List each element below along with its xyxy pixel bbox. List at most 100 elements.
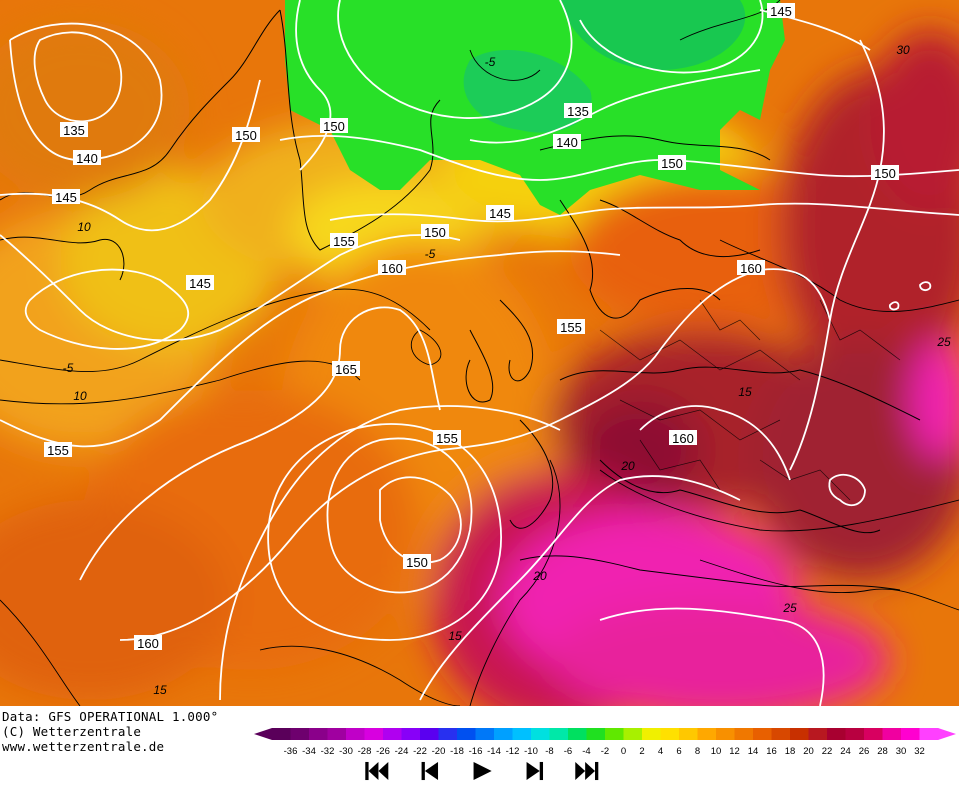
isohypse-label-box	[73, 150, 101, 165]
isohypse-label-box	[403, 554, 431, 569]
legend-tick-label: 20	[803, 746, 814, 756]
legend-swatch	[290, 728, 310, 740]
legend-tick-label: -14	[487, 746, 501, 756]
website-link[interactable]: www.wetterzentrale.de	[2, 739, 165, 754]
legend-swatch	[586, 728, 606, 740]
last-frame-button[interactable]	[572, 757, 602, 785]
isohypse-label: 155	[560, 320, 582, 335]
legend-swatch	[697, 728, 717, 740]
legend-tick-label: 8	[695, 746, 700, 756]
isohypse-label: 135	[567, 104, 589, 119]
isohypse-label-box	[60, 122, 88, 137]
legend-tick-label: -6	[564, 746, 572, 756]
isohypse-label: 145	[55, 190, 77, 205]
legend-swatch	[808, 728, 828, 740]
legend-swatch	[272, 728, 291, 740]
legend-tick-label: -24	[395, 746, 409, 756]
isohypse-label-box	[52, 189, 80, 204]
isohypse-label: 155	[436, 431, 458, 446]
animation-controls	[362, 756, 602, 786]
isotherm-label: -5	[425, 247, 436, 261]
isohypse-label-box	[320, 118, 348, 133]
legend-swatch	[827, 728, 846, 740]
isohypses	[0, 0, 959, 706]
isohypse-label: 150	[661, 156, 683, 171]
legend-swatch	[568, 728, 587, 740]
skip-forward-icon	[575, 761, 599, 781]
isohypse-label: 145	[189, 276, 211, 291]
legend-swatch	[475, 728, 495, 740]
legend-swatch	[790, 728, 809, 740]
isohypse-label: 150	[323, 119, 345, 134]
next-frame-button[interactable]	[520, 757, 550, 785]
borders	[599, 299, 901, 501]
legend-tick-label: 18	[785, 746, 796, 756]
legend-tick-label: -20	[432, 746, 446, 756]
isohypse-label: 155	[47, 443, 69, 458]
legend-tick-label: 28	[877, 746, 888, 756]
isohypse-label-box	[564, 103, 592, 118]
legend-tick-label: 26	[859, 746, 870, 756]
isotherm-label: 15	[738, 385, 752, 399]
copyright-label: (C) Wetterzentrale	[2, 724, 142, 739]
isohypse-label-box	[433, 430, 461, 445]
play-button[interactable]	[467, 757, 497, 785]
weather-map: 135 140 145 150 150 150 145 145 135 140 150 145 150 1…	[0, 0, 959, 706]
isotherm-label-layer: -5 10 -5 10 15 20 25 20 15 15 30 25 -5	[63, 43, 951, 697]
isotherm-label: 10	[77, 220, 91, 234]
cold-core-2	[560, 0, 746, 70]
isotherm-label: 15	[448, 629, 462, 643]
legend-swatch	[420, 728, 439, 740]
legend-swatch	[327, 728, 347, 740]
isotherm-label: 25	[936, 335, 951, 349]
isohypse-label: 160	[740, 261, 762, 276]
isohypse-label: 150	[235, 128, 257, 143]
legend-swatch	[771, 728, 791, 740]
isohypse-label: 160	[381, 261, 403, 276]
isohypse-label-box	[232, 127, 260, 142]
legend-tick-label: -30	[339, 746, 353, 756]
isotherm-label: 10	[73, 389, 87, 403]
previous-frame-button[interactable]	[415, 757, 445, 785]
temperature-legend: -36 -34 -32 -30 -28 -26 -24 -22 -20 -18 -16 -14 -12-…	[254, 728, 956, 756]
isohypse-label: 150	[874, 166, 896, 181]
legend-swatch	[457, 728, 476, 740]
legend-swatch	[882, 728, 902, 740]
legend-swatch	[919, 728, 939, 740]
legend-tick-label: -22	[413, 746, 427, 756]
isohypse-label: 150	[424, 225, 446, 240]
isohypse-label-box	[871, 165, 899, 180]
isohypse-label-box	[330, 233, 358, 248]
legend-swatch	[494, 728, 513, 740]
cold-core	[463, 50, 592, 133]
legend-swatch	[346, 728, 365, 740]
step-forward-icon	[526, 761, 543, 781]
footer: Data: GFS OPERATIONAL 1.000° (C) Wetterz…	[0, 706, 959, 789]
temperature-shading	[0, 20, 959, 706]
isotherm-label: -5	[63, 361, 74, 375]
isohypse-label-box	[44, 442, 72, 457]
isohypse-label-box	[378, 260, 406, 275]
isotherm-label: 20	[620, 459, 635, 473]
play-icon	[473, 761, 492, 781]
legend-swatch	[531, 728, 550, 740]
legend-swatch	[716, 728, 735, 740]
legend-tick-label: -28	[358, 746, 372, 756]
isohypse-label: 140	[556, 135, 578, 150]
isohypse-label: 160	[137, 636, 159, 651]
legend-swatch	[864, 728, 883, 740]
legend-swatch	[364, 728, 384, 740]
legend-tick-label: 0	[621, 746, 626, 756]
legend-tick-label: 4	[658, 746, 663, 756]
first-frame-button[interactable]	[362, 757, 392, 785]
isohypse-label-layer: 135 140 145 150 150 150 145 145 135 140 150 145 150 1…	[44, 3, 899, 651]
legend-swatch	[753, 728, 772, 740]
isohypse-label-box	[553, 134, 581, 149]
legend-swatch	[679, 728, 698, 740]
legend-tick-label: -34	[302, 746, 316, 756]
isohypse-label-box	[134, 635, 162, 650]
legend-tick-label: 10	[711, 746, 722, 756]
legend-swatch	[401, 728, 421, 740]
isohypse-label-box	[421, 224, 449, 239]
isohypse-label-box	[186, 275, 214, 290]
